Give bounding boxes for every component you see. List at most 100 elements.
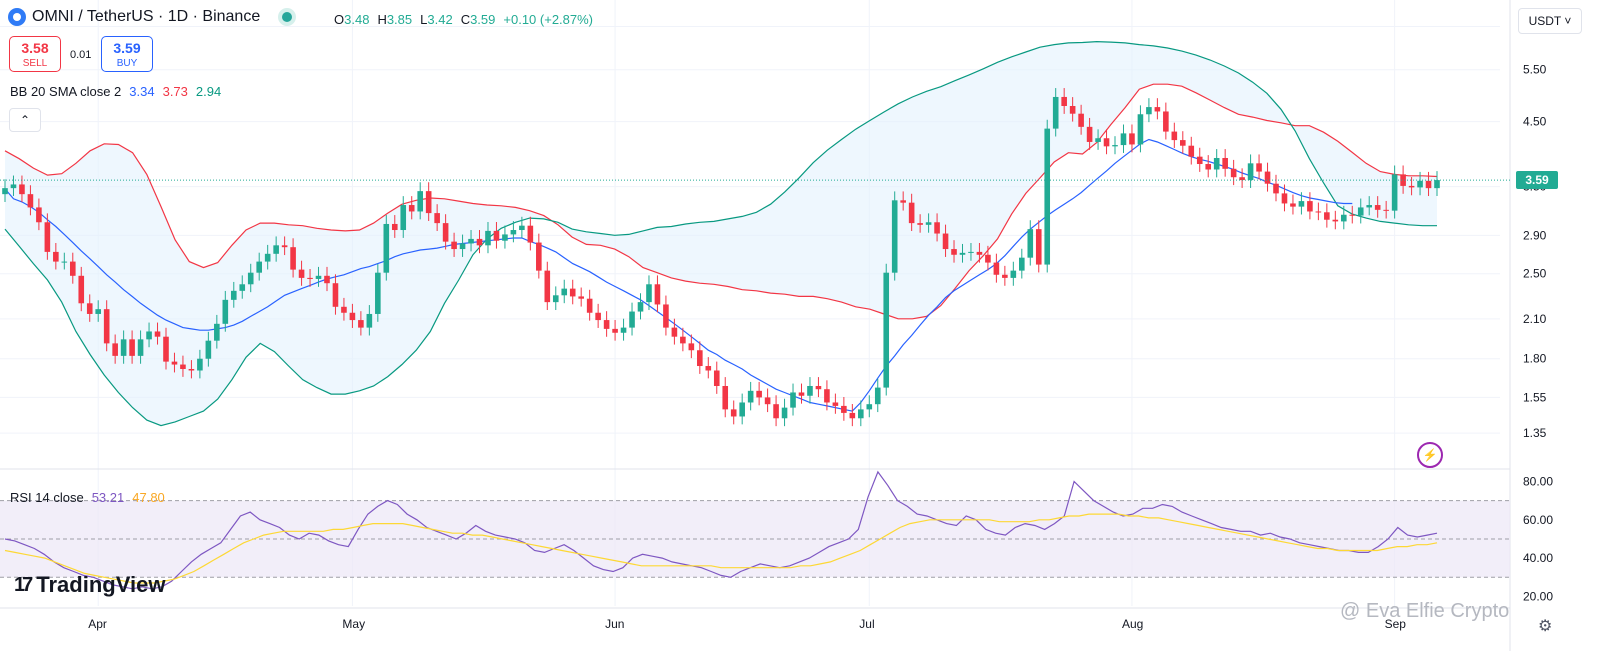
gear-icon[interactable]: ⚙ <box>1538 618 1553 635</box>
candle <box>1247 154 1254 188</box>
candle <box>358 311 364 336</box>
candle-body <box>485 230 491 246</box>
candle-body <box>764 397 771 405</box>
rsi-legend[interactable]: RSI 14 close 53.21 47.80 <box>10 490 165 505</box>
currency-selector[interactable]: USDT ˅ <box>1518 8 1582 34</box>
candle <box>527 216 534 251</box>
candle-body <box>561 288 568 296</box>
candle <box>425 182 432 221</box>
candle-body <box>1179 140 1186 146</box>
candle-body <box>1400 174 1406 186</box>
candle <box>341 297 347 321</box>
buy-button[interactable]: 3.59 BUY <box>101 36 153 72</box>
ohlc-item: +0.10 (+2.87%) <box>503 12 593 27</box>
candle <box>307 268 313 287</box>
candle <box>400 196 407 238</box>
candle-body <box>146 331 152 340</box>
candle <box>324 266 330 292</box>
candle-body <box>129 339 135 356</box>
candle-body <box>917 223 923 225</box>
candle-body <box>434 213 440 224</box>
candle <box>874 378 881 413</box>
candle-body <box>1349 214 1356 216</box>
candle-body <box>476 238 483 246</box>
price-tick-label: 5.50 <box>1523 63 1547 77</box>
candle-body <box>358 320 364 328</box>
candle-body <box>307 277 313 279</box>
candle <box>1264 162 1271 192</box>
candle <box>1366 196 1373 216</box>
candle <box>290 238 296 278</box>
candle-body <box>713 370 720 386</box>
candle <box>671 318 678 345</box>
candle-body <box>86 303 93 314</box>
candle <box>239 275 246 299</box>
time-tick-label: Jul <box>859 617 874 631</box>
coin-logo-icon <box>8 8 26 26</box>
candle-body <box>256 261 263 273</box>
price-tick-label: 1.55 <box>1523 390 1547 404</box>
flash-icon[interactable]: ⚡ <box>1417 442 1443 468</box>
sell-label: SELL <box>22 58 48 69</box>
symbol-title[interactable]: OMNI / TetherUS · 1D · Binance <box>32 8 261 25</box>
candle-body <box>925 222 932 225</box>
candle-body <box>959 252 966 255</box>
candle-body <box>697 350 703 367</box>
ohlc-readout: O3.48 H3.85 L3.42 C3.59 +0.10 (+2.87%) <box>334 12 593 27</box>
candle-body <box>646 284 652 303</box>
candle <box>1052 88 1059 137</box>
candles <box>2 88 1440 427</box>
candle-body <box>408 205 415 212</box>
bb-legend[interactable]: BB 20 SMA close 2 3.34 3.73 2.94 <box>10 84 221 99</box>
candle <box>976 242 983 263</box>
price-tick-label: 2.90 <box>1523 228 1547 242</box>
candle-body <box>230 290 237 300</box>
candle-body <box>578 296 584 299</box>
candle-body <box>1239 177 1245 181</box>
market-open-icon <box>282 12 293 22</box>
candle-body <box>375 272 381 314</box>
candle-body <box>951 249 957 255</box>
candle-body <box>519 225 525 231</box>
chart-header: OMNI / TetherUS · 1D · Binance <box>8 8 293 26</box>
tradingview-logo[interactable]: 17 TradingView <box>14 572 165 598</box>
candle <box>2 179 8 203</box>
candle-body <box>705 366 712 371</box>
candle <box>680 327 686 352</box>
candle-body <box>874 387 881 405</box>
candle <box>1061 88 1067 114</box>
candle <box>544 261 551 311</box>
candle-body <box>391 223 398 231</box>
candle-body <box>53 251 59 262</box>
candle-body <box>1086 126 1093 142</box>
candle <box>27 185 34 216</box>
candle <box>1417 171 1423 196</box>
candle <box>832 393 839 414</box>
candle <box>1002 265 1008 286</box>
candle <box>908 193 915 231</box>
candle-body <box>1417 180 1423 188</box>
candle <box>197 349 203 379</box>
collapse-indicators-button[interactable]: ⌃ <box>9 108 41 132</box>
candle <box>485 221 491 254</box>
candle <box>1213 149 1220 178</box>
candle-body <box>1273 183 1279 194</box>
candle <box>697 341 703 374</box>
sell-button[interactable]: 3.58 SELL <box>9 36 61 72</box>
candle <box>951 240 957 263</box>
candle <box>552 286 559 311</box>
candle-body <box>298 269 305 278</box>
candle-body <box>620 327 627 333</box>
candle <box>773 395 779 427</box>
candle-body <box>824 389 830 403</box>
candle-body <box>1256 163 1262 172</box>
candle-body <box>1052 96 1059 129</box>
candle <box>1349 205 1356 224</box>
candle <box>349 303 356 328</box>
candle-body <box>239 284 246 291</box>
candle <box>519 216 525 238</box>
bollinger-basis-line <box>4 138 1353 412</box>
candle <box>985 245 991 271</box>
candle-body <box>315 275 322 279</box>
